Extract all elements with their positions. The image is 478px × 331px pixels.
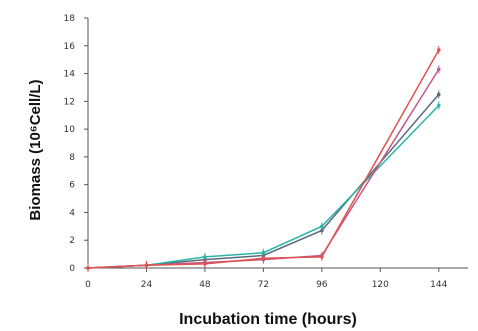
x-tick-group: 0 24 48 72 96 120 144 [85, 268, 448, 290]
x-tick-label: 24 [141, 280, 153, 290]
series-2-point [203, 255, 207, 259]
x-tick-label: 72 [258, 280, 269, 290]
series-4-point [203, 262, 207, 266]
series-1-point [320, 228, 324, 233]
y-tick-label: 6 [69, 181, 75, 191]
x-tick-label: 48 [199, 280, 211, 290]
series-group [86, 45, 441, 272]
y-tick-label: 18 [64, 14, 76, 24]
series-2-point [436, 103, 441, 108]
series-4-point [320, 255, 324, 259]
series-4-point [144, 263, 149, 268]
series-3-point [436, 67, 441, 72]
y-tick-label: 8 [69, 153, 75, 163]
series-4-point [261, 256, 266, 261]
series-1-point [436, 92, 441, 97]
y-tick-label: 2 [69, 236, 75, 246]
y-axis-title: Biomass (10⁶Cell/L) [27, 79, 44, 220]
y-tick-label: 14 [64, 70, 76, 80]
x-tick-label: 0 [85, 280, 91, 290]
y-tick-group: 0 2 4 6 8 10 12 14 16 18 [64, 14, 88, 274]
series-2-point [261, 250, 266, 255]
x-axis-title: Incubation time (hours) [179, 311, 357, 328]
y-tick-label: 0 [69, 264, 75, 274]
x-tick-label: 120 [372, 280, 389, 290]
series-3-line [87, 68, 440, 269]
axes [87, 18, 468, 269]
series-4-line [87, 49, 440, 269]
series-1-line [87, 93, 440, 269]
x-tick-label: 96 [316, 280, 328, 290]
series-4-point [436, 48, 441, 52]
y-tick-label: 12 [64, 97, 75, 107]
series-4-point [86, 266, 90, 270]
series-2-point [320, 224, 324, 229]
y-tick-label: 10 [64, 125, 76, 135]
y-tick-label: 4 [69, 208, 75, 218]
y-tick-label: 16 [64, 42, 76, 52]
series-2-line [87, 104, 440, 269]
x-tick-label: 144 [430, 280, 447, 290]
